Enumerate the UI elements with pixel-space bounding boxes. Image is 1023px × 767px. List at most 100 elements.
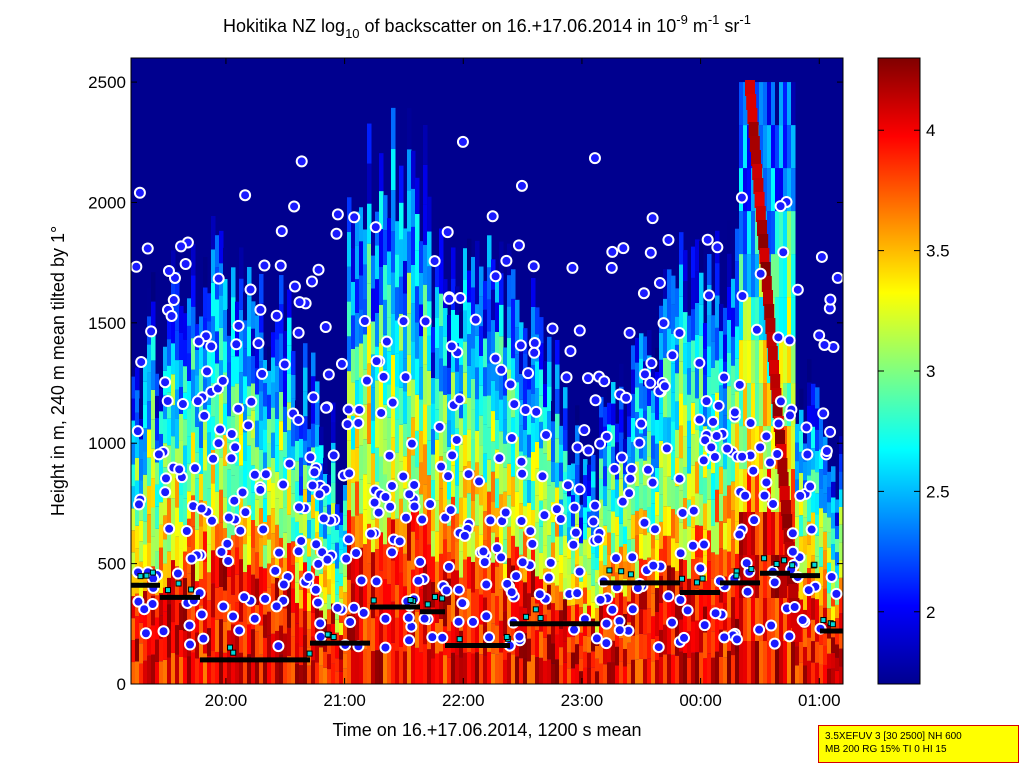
heatmap-cell — [239, 652, 244, 684]
cloud-marker — [311, 596, 324, 609]
heatmap-cell — [387, 617, 392, 651]
heatmap-cell — [775, 469, 780, 513]
heatmap-cell — [131, 640, 136, 663]
heatmap-cell — [423, 644, 428, 684]
heatmap-cell — [451, 309, 456, 342]
heatmap-cell — [591, 454, 596, 472]
heatmap-cell — [823, 512, 828, 532]
heatmap-cell — [775, 430, 785, 446]
heatmap-cell — [175, 536, 180, 567]
heatmap-cell — [247, 356, 252, 387]
heatmap-cell — [519, 322, 524, 349]
heatmap-cell — [699, 620, 704, 653]
heatmap-cell — [447, 604, 452, 632]
cloud-marker — [712, 399, 725, 412]
heatmap-cell — [767, 383, 772, 427]
heatmap-cell — [471, 287, 476, 318]
heatmap-cell — [766, 332, 777, 348]
heatmap-cell — [367, 403, 372, 444]
cloud-marker — [754, 267, 767, 280]
heatmap-cell — [695, 302, 700, 335]
mixing-layer-square — [424, 601, 431, 608]
heatmap-cell — [799, 599, 804, 621]
heatmap-cell — [623, 509, 628, 527]
heatmap-cell — [139, 480, 144, 501]
cloud-marker — [197, 632, 210, 645]
heatmap-cell — [643, 336, 648, 362]
heatmap-cell — [679, 425, 684, 459]
heatmap-cell — [443, 423, 448, 453]
cloud-marker — [370, 575, 383, 588]
heatmap-cell — [147, 457, 152, 486]
heatmap-cell — [811, 662, 816, 684]
heatmap-cell — [275, 418, 280, 446]
heatmap-cell — [695, 239, 700, 272]
heatmap-cell — [471, 256, 476, 288]
cloud-marker — [606, 245, 619, 258]
heatmap-cell — [647, 633, 652, 659]
heatmap-cell — [579, 517, 584, 531]
heatmap-cell — [315, 402, 320, 425]
heatmap-cell — [379, 304, 384, 343]
heatmap-cell — [151, 301, 156, 331]
heatmap-cell — [263, 383, 268, 407]
heatmap-cell — [199, 342, 204, 369]
heatmap-cell — [387, 284, 392, 318]
heatmap-cell — [587, 590, 592, 606]
heatmap-cell — [759, 383, 764, 427]
heatmap-cell — [815, 408, 820, 430]
mixing-layer-square — [188, 586, 195, 593]
heatmap-cell — [347, 232, 352, 267]
cloud-marker — [232, 402, 245, 415]
heatmap-cell — [287, 486, 292, 515]
cloud-marker — [571, 441, 584, 454]
heatmap-cell — [439, 358, 444, 392]
heatmap-cell — [215, 459, 220, 492]
heatmap-cell — [175, 507, 180, 537]
heatmap-cell — [435, 378, 440, 410]
heatmap-cell — [147, 485, 152, 515]
heatmap-cell — [223, 559, 228, 591]
cloud-marker — [616, 495, 629, 508]
heatmap-cell — [331, 623, 336, 644]
cloud-marker — [277, 578, 290, 591]
heatmap-cell — [651, 616, 656, 639]
heatmap-cell — [315, 467, 320, 490]
heatmap-cell — [559, 425, 564, 445]
heatmap-cell — [311, 660, 316, 684]
heatmap-cell — [547, 411, 552, 437]
heatmap-cell — [595, 620, 600, 634]
heatmap-cell — [367, 123, 372, 164]
heatmap-cell — [575, 664, 580, 684]
heatmap-cell — [435, 348, 440, 379]
cloud-marker — [805, 523, 818, 536]
heatmap-cell — [355, 650, 360, 684]
heatmap-cell — [403, 326, 408, 359]
heatmap-cell — [427, 440, 432, 476]
heatmap-cell — [519, 373, 524, 400]
cloud-marker — [588, 152, 601, 165]
heatmap-cell — [639, 658, 644, 684]
heatmap-cell — [567, 652, 572, 669]
heatmap-cell — [487, 491, 492, 524]
heatmap-cell — [583, 491, 588, 508]
heatmap-cell — [459, 657, 464, 684]
cloud-marker — [524, 525, 537, 538]
heatmap-cell — [447, 341, 452, 368]
heatmap-cell — [651, 390, 656, 414]
heatmap-cell — [367, 163, 372, 204]
cloud-marker — [456, 135, 469, 148]
heatmap-cell — [807, 614, 812, 638]
heatmap-cell — [375, 279, 380, 313]
heatmap-cell — [287, 543, 292, 572]
heatmap-cell — [311, 423, 316, 448]
heatmap-cell — [139, 663, 144, 684]
heatmap-cell — [271, 608, 276, 634]
heatmap-cell — [447, 657, 452, 684]
heatmap-cell — [139, 398, 144, 419]
heatmap-cell — [679, 232, 684, 265]
x-tick-label: 20:00 — [205, 691, 248, 710]
heatmap-cell — [155, 506, 160, 529]
heatmap-cell — [427, 614, 432, 650]
